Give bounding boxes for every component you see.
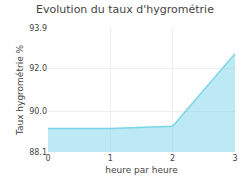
svg-text:Evolution du taux d'hygrométri: Evolution du taux d'hygrométrie [36,3,214,16]
svg-text:heure par heure: heure par heure [105,165,178,175]
svg-text:0: 0 [45,154,50,163]
svg-text:1: 1 [108,154,113,163]
svg-text:3: 3 [232,154,237,163]
svg-text:88.1: 88.1 [29,148,47,157]
svg-text:90.0: 90.0 [29,107,47,116]
svg-text:Taux hygrométrie %: Taux hygrométrie % [15,44,25,136]
svg-text:93.9: 93.9 [29,24,47,33]
svg-text:92.0: 92.0 [29,64,47,73]
svg-text:2: 2 [170,154,175,163]
